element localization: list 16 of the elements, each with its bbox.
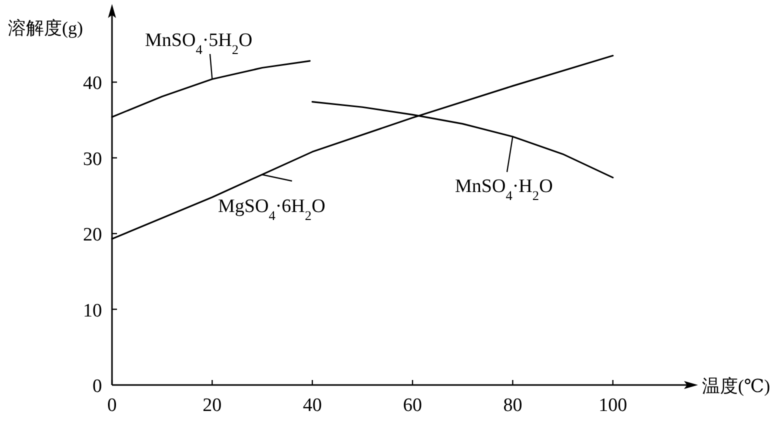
x-tick-label: 40: [302, 395, 322, 416]
legend-label: MgSO$_{4}$·6H$_{2}$O: [218, 196, 326, 222]
legend-label: MnSO$_{4}$·H$_{2}$O: [455, 176, 553, 202]
y-axis-title: 溶解度(g): [8, 18, 83, 38]
series-label: MnSO$_{4}$·5H$_{2}$O: [145, 30, 252, 56]
x-axis-title: 温度(℃): [702, 376, 770, 396]
y-tick-label: 40: [83, 73, 102, 94]
y-tick-label: 30: [83, 148, 102, 170]
x-tick-label: 0: [107, 395, 117, 416]
y-tick-label: 10: [83, 300, 102, 322]
x-tick-label: 80: [503, 395, 522, 416]
x-tick-label: 100: [598, 395, 628, 416]
y-tick-label: 20: [83, 224, 102, 246]
y-tick-label: 0: [92, 376, 102, 397]
x-tick-label: 20: [202, 395, 222, 416]
x-tick-label: 60: [403, 395, 422, 416]
